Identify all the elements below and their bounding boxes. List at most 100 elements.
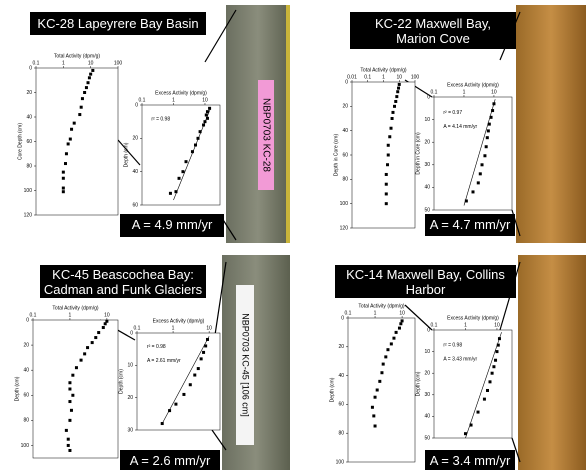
figure: NBP0703 KC-28 NBP0703 KC-45 [106 cm] 0.1…	[0, 0, 586, 470]
annotation: r² = 0.98	[443, 342, 462, 348]
y-tick-label: 10	[424, 117, 430, 123]
core-label: NBP0703 KC-45 [106 cm]	[241, 313, 251, 417]
core-label: NBP0703 KC-28	[260, 98, 271, 172]
y-tick-label: 40	[424, 414, 430, 420]
y-tick-label: 100	[336, 459, 345, 465]
point	[86, 346, 89, 349]
point	[384, 355, 387, 358]
point	[70, 409, 73, 412]
point	[75, 366, 78, 369]
point	[490, 116, 493, 119]
y-tick-label: 80	[338, 431, 344, 437]
point	[483, 398, 486, 401]
point	[185, 160, 188, 163]
x-axis-label: Excess Activity (dpm/g)	[447, 315, 499, 321]
point	[174, 403, 177, 406]
point	[202, 351, 205, 354]
x-tick-label: 0.1	[33, 60, 40, 66]
point	[104, 322, 107, 325]
point	[376, 389, 379, 392]
x-axis-label: Excess Activity (dpm/g)	[155, 90, 207, 96]
point	[477, 181, 480, 184]
point	[393, 105, 396, 108]
point	[387, 154, 390, 157]
x-axis-label: Total Activity (dpm/g)	[360, 67, 406, 73]
point	[495, 350, 498, 353]
x-tick-label: 0.1	[431, 322, 438, 328]
point	[391, 117, 394, 120]
point	[492, 102, 495, 105]
point	[71, 374, 74, 377]
y-tick-label: 60	[338, 402, 344, 408]
annotation: A = 3.43 mm/yr	[443, 356, 477, 362]
point	[199, 130, 202, 133]
y-tick-label: 100	[21, 443, 30, 449]
point	[182, 393, 185, 396]
point	[378, 380, 381, 383]
point	[168, 409, 171, 412]
annotation: A = 2.61 mm/yr	[147, 358, 181, 364]
x-tick-label: 10	[88, 60, 94, 66]
point	[385, 173, 388, 176]
x-tick-label: 10	[104, 312, 110, 318]
point	[401, 319, 404, 322]
x-tick-label: 10	[399, 310, 405, 316]
point	[397, 87, 400, 90]
point	[382, 363, 385, 366]
x-tick-label: 1	[172, 97, 175, 103]
x-axis-label: Excess Activity (dpm/g)	[447, 82, 499, 88]
core-photo	[516, 5, 586, 243]
point	[62, 177, 65, 180]
point	[371, 406, 374, 409]
x-tick-label: 0.1	[431, 89, 438, 95]
y-tick-label: 0	[26, 317, 29, 323]
point	[494, 359, 497, 362]
ruler	[286, 5, 290, 243]
y-tick-label: 40	[132, 169, 138, 175]
point	[91, 341, 94, 344]
y-axis-label: Depth (cm)	[329, 377, 335, 402]
point	[62, 171, 65, 174]
point	[194, 144, 197, 147]
point	[388, 135, 391, 138]
point	[200, 357, 203, 360]
point	[80, 106, 83, 109]
rate-label: A = 3.4 mm/yr	[425, 450, 515, 470]
point	[169, 192, 172, 195]
point	[204, 344, 207, 347]
rate-label: A = 4.7 mm/yr	[425, 214, 515, 236]
point	[68, 400, 71, 403]
core-photo	[518, 255, 586, 470]
x-tick-label: 10	[491, 89, 497, 95]
y-axis-label: Depth (cm)	[118, 369, 124, 394]
y-tick-label: 40	[342, 128, 348, 134]
plot-area	[348, 318, 415, 462]
point	[491, 372, 494, 375]
point	[196, 137, 199, 140]
point	[181, 170, 184, 173]
x-tick-label: 1	[464, 322, 467, 328]
point	[80, 359, 83, 362]
x-tick-label: 10	[396, 74, 402, 80]
point	[78, 113, 81, 116]
point	[73, 122, 76, 125]
y-tick-label: 20	[127, 395, 133, 401]
point	[398, 327, 401, 330]
point	[68, 449, 71, 452]
point	[491, 109, 494, 112]
point	[394, 100, 397, 103]
y-axis-label: Depth (cm)	[123, 142, 129, 167]
point	[178, 177, 181, 180]
point	[492, 365, 495, 368]
x-axis-label: Total Activity (dpm/g)	[52, 305, 98, 311]
point	[206, 117, 209, 120]
point	[91, 69, 94, 72]
panel-title: KC-22 Maxwell Bay, Marion Cove	[350, 12, 516, 49]
point	[65, 429, 68, 432]
point	[380, 371, 383, 374]
point	[374, 425, 377, 428]
point	[71, 394, 74, 397]
point	[67, 142, 70, 145]
point	[102, 326, 105, 329]
y-tick-label: 30	[424, 162, 430, 168]
